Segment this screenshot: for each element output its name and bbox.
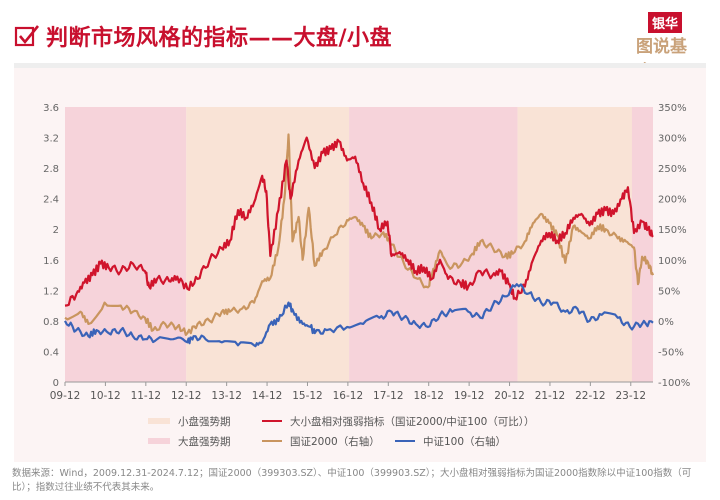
left-tick-label: 3.6 <box>43 103 59 114</box>
x-tick-label: 11-12 <box>131 390 162 402</box>
right-tick-label: 200% <box>658 195 687 206</box>
legend-swatch-large <box>148 438 170 444</box>
right-tick-label: 100% <box>658 256 687 267</box>
x-tick-label: 12-12 <box>171 390 202 402</box>
x-tick-label: 20-12 <box>494 390 525 402</box>
region-band <box>349 107 518 382</box>
right-tick-label: 250% <box>658 164 687 175</box>
left-tick-label: 1.2 <box>43 286 59 297</box>
left-tick-label: 2.4 <box>43 195 59 206</box>
title-text: 判断市场风格的指标——大盘/小盘 <box>46 26 393 51</box>
left-tick-label: 1.6 <box>43 256 59 267</box>
legend-ratio: 大小盘相对强弱指标（国证2000/中证100（可比）） <box>290 415 535 428</box>
x-tick-label: 18-12 <box>413 390 444 402</box>
right-tick-label: 50% <box>658 286 680 297</box>
left-tick-label: 2 <box>53 225 59 236</box>
x-tick-label: 09-12 <box>50 390 81 402</box>
region-band <box>631 107 653 382</box>
x-tick-label: 10-12 <box>90 390 121 402</box>
footnote: 数据来源：Wind，2009.12.31-2024.7.12；国证2000（39… <box>12 468 692 493</box>
x-tick-label: 21-12 <box>535 390 566 402</box>
left-tick-label: 3.2 <box>43 134 59 145</box>
divider <box>14 63 706 68</box>
right-tick-label: 0% <box>658 317 674 328</box>
left-tick-label: 0.8 <box>43 317 59 328</box>
page-title: 判断市场风格的指标——大盘/小盘 <box>14 20 392 52</box>
region-band <box>65 107 187 382</box>
right-tick-label: 300% <box>658 134 687 145</box>
region-band <box>517 107 632 382</box>
x-tick-label: 15-12 <box>292 390 323 402</box>
x-tick-label: 17-12 <box>373 390 404 402</box>
legend-small-period: 小盘强势期 <box>178 415 231 428</box>
x-tick-label: 19-12 <box>454 390 485 402</box>
series-line-0 <box>64 136 654 307</box>
x-tick-label: 13-12 <box>211 390 242 402</box>
right-tick-label: 350% <box>658 103 687 114</box>
legend-swatch-small <box>148 418 170 424</box>
legend-gz2000: 国证2000（右轴） <box>290 435 380 448</box>
legend-large-period: 大盘强势期 <box>178 435 231 448</box>
right-tick-label: 150% <box>658 225 687 236</box>
x-tick-label: 16-12 <box>333 390 364 402</box>
right-tick-label: -50% <box>658 347 684 358</box>
logo-top: 银华 <box>647 12 682 33</box>
right-tick-label: -100% <box>658 378 690 389</box>
x-tick-label: 14-12 <box>252 390 283 402</box>
left-tick-label: 0 <box>53 378 59 389</box>
left-tick-label: 2.8 <box>43 164 59 175</box>
checkbox-icon <box>14 25 40 47</box>
legend-zz100: 中证100（右轴） <box>423 435 506 448</box>
x-tick-label: 23-12 <box>616 390 647 402</box>
series-line-2 <box>64 283 654 348</box>
x-tick-label: 22-12 <box>575 390 606 402</box>
series-line-1 <box>64 133 655 336</box>
left-tick-label: 0.4 <box>43 347 59 358</box>
